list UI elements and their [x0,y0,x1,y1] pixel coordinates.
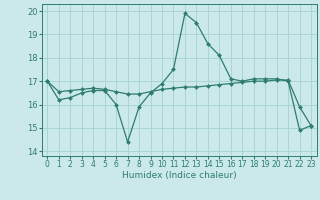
X-axis label: Humidex (Indice chaleur): Humidex (Indice chaleur) [122,171,236,180]
